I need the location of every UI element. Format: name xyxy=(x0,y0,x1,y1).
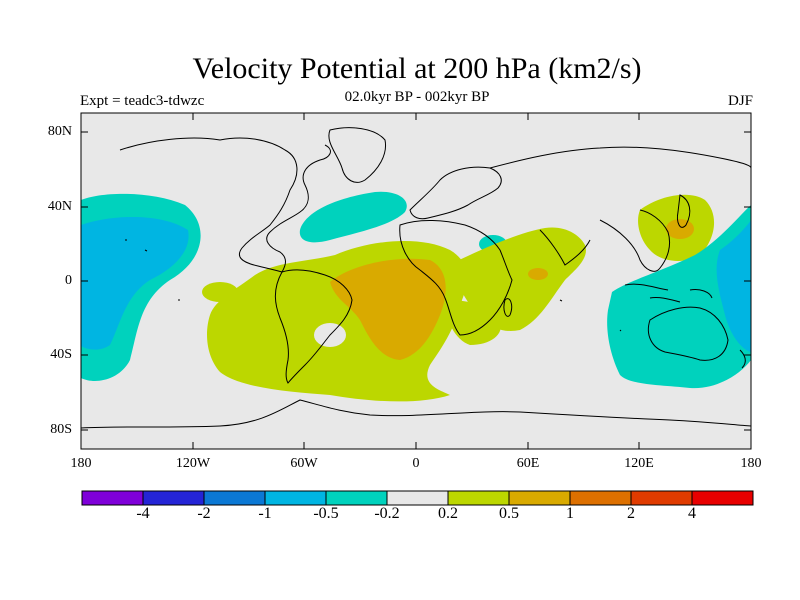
lat-label-80s: 80S xyxy=(50,422,72,437)
pos-core-atlantic xyxy=(330,258,446,360)
pos-core-japan xyxy=(666,219,694,239)
experiment-label: Expt = teadc3-tdwzc xyxy=(80,93,205,109)
lat-label-80n: 80N xyxy=(47,124,72,139)
colorbar-box xyxy=(386,490,449,506)
season-label: DJF xyxy=(727,93,753,109)
coastlines xyxy=(81,127,751,429)
colorbar-box xyxy=(569,490,632,506)
colorbar-box xyxy=(142,490,205,506)
colorbar-box xyxy=(203,490,266,506)
lon-ticks xyxy=(80,113,752,449)
coast-greenland xyxy=(328,127,387,183)
coast-japan xyxy=(677,194,691,228)
lon-label-60w: 60W xyxy=(290,456,318,471)
coast-north-america xyxy=(119,137,331,273)
coast-africa xyxy=(399,219,513,336)
lon-label-0: 0 xyxy=(412,456,420,471)
colorbar xyxy=(81,490,754,506)
neg-region-australia xyxy=(607,205,751,389)
pos-region-east-africa xyxy=(454,227,586,331)
colorbar-box xyxy=(630,490,693,506)
lat-label-40n: 40N xyxy=(47,199,72,214)
colorbar-label: 1 xyxy=(566,505,574,522)
coast-asia xyxy=(489,146,751,272)
neg-core-east xyxy=(716,220,751,352)
colorbar-label: -0.2 xyxy=(374,505,400,522)
colorbar-box xyxy=(81,490,144,506)
coast-indonesia xyxy=(624,283,713,303)
colorbar-label: -0.5 xyxy=(313,505,339,522)
coast-europe xyxy=(409,166,502,220)
coast-south-america xyxy=(274,269,353,384)
pos-region-east-pacific xyxy=(202,282,238,302)
lon-label-60e: 60E xyxy=(516,456,540,471)
colorbar-box xyxy=(691,490,754,506)
colorbar-label: -2 xyxy=(197,505,211,522)
neg-region-north-atlantic xyxy=(299,191,407,243)
colorbar-label: -1 xyxy=(258,505,272,522)
colorbar-label: 0.5 xyxy=(499,505,519,522)
colorbar-box xyxy=(447,490,510,506)
coast-islands xyxy=(125,239,622,332)
colorbar-label: 4 xyxy=(688,505,696,522)
neg-core-west-pacific xyxy=(81,216,189,350)
colorbar-box xyxy=(508,490,571,506)
lon-label-180e: 180 xyxy=(740,456,762,471)
lat-ticks xyxy=(81,131,751,431)
colorbar-label: -4 xyxy=(136,505,150,522)
map-title: Velocity Potential at 200 hPa (km2/s) xyxy=(192,52,642,85)
colorbar-box xyxy=(264,490,327,506)
colorbar-label: 0.2 xyxy=(438,505,458,522)
colorbar-box xyxy=(325,490,388,506)
pos-core-africa xyxy=(528,268,548,280)
map-subtitle: 02.0kyr BP - 002kyr BP xyxy=(344,89,490,105)
colorbar-label: 2 xyxy=(627,505,635,522)
lon-label-180w: 180 xyxy=(70,456,92,471)
lat-label-40s: 40S xyxy=(50,347,72,362)
coast-madagascar xyxy=(503,298,513,317)
coast-new-zealand xyxy=(739,349,746,369)
lon-label-120e: 120E xyxy=(624,456,654,471)
lat-label-0: 0 xyxy=(65,273,72,288)
lon-label-120w: 120W xyxy=(175,456,211,471)
coast-australia xyxy=(647,306,729,361)
coast-antarctica xyxy=(81,399,751,429)
